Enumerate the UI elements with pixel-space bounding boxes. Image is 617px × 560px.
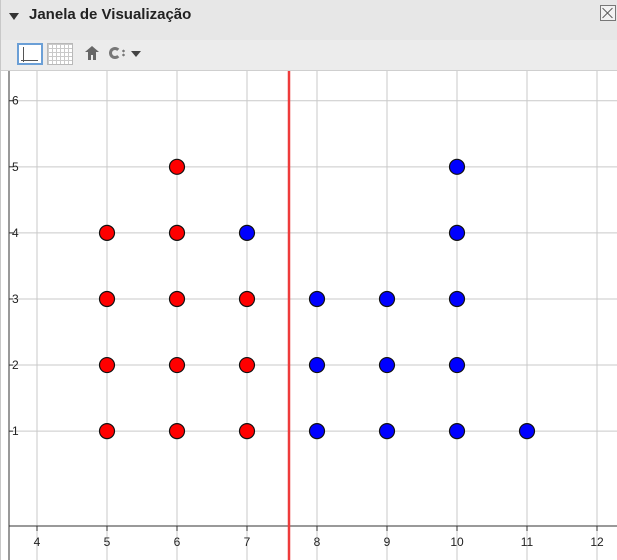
blue-point (448, 356, 466, 374)
grid-icon[interactable] (47, 43, 73, 65)
red-point (238, 290, 256, 308)
red-point (98, 290, 116, 308)
x-tick-label: 12 (590, 535, 604, 549)
y-tick-label: 6 (12, 94, 19, 108)
blue-point (308, 356, 326, 374)
copy-style-icon[interactable] (109, 47, 153, 63)
blue-point (518, 423, 536, 440)
x-tick-label: 8 (314, 535, 321, 549)
dropdown-arrow-icon[interactable] (131, 51, 141, 57)
x-tick-label: 5 (104, 535, 111, 549)
red-point (168, 423, 186, 440)
close-icon[interactable] (600, 5, 616, 21)
style-toolbar (1, 40, 617, 71)
red-point (168, 290, 186, 308)
window-title: Janela de Visualização (29, 6, 192, 23)
x-tick-label: 9 (384, 535, 391, 549)
red-point (98, 423, 116, 440)
blue-point (448, 224, 466, 241)
blue-point (448, 423, 466, 440)
red-point (168, 224, 186, 241)
blue-point (378, 290, 396, 308)
title-bar: Janela de Visualização (1, 0, 617, 41)
y-tick-label: 5 (12, 160, 19, 174)
x-tick-label: 7 (244, 535, 251, 549)
blue-point (448, 290, 466, 308)
red-point (238, 356, 256, 374)
x-tick-label: 6 (174, 535, 181, 549)
y-tick-label: 1 (12, 424, 19, 438)
x-tick-label: 11 (521, 535, 534, 549)
axes-icon[interactable] (17, 43, 43, 65)
y-tick-label: 2 (12, 358, 19, 372)
home-icon[interactable] (83, 46, 103, 62)
blue-point (378, 423, 396, 440)
red-point (98, 224, 116, 241)
red-point (98, 356, 116, 374)
y-tick-label: 4 (12, 226, 19, 240)
x-tick-label: 4 (34, 535, 41, 549)
x-tick-label: 10 (450, 535, 464, 549)
y-tick-label: 3 (12, 292, 19, 306)
red-point (168, 158, 186, 175)
blue-point (378, 356, 396, 374)
red-point (168, 356, 186, 374)
plot-area (9, 71, 617, 560)
blue-point (308, 423, 326, 440)
red-point (238, 423, 256, 440)
blue-point (238, 224, 256, 241)
blue-point (448, 158, 466, 175)
collapse-triangle-icon[interactable] (9, 13, 19, 20)
blue-point (308, 290, 326, 308)
